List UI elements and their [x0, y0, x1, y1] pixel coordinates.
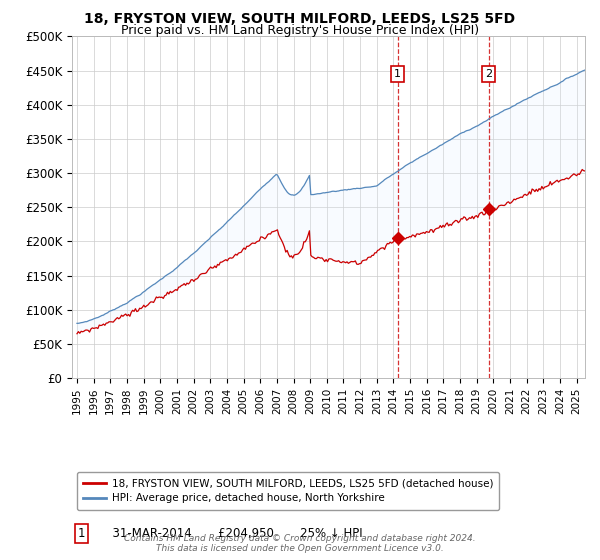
- Text: 31-MAR-2014       £204,950       25% ↓ HPI: 31-MAR-2014 £204,950 25% ↓ HPI: [106, 527, 363, 540]
- Text: 18, FRYSTON VIEW, SOUTH MILFORD, LEEDS, LS25 5FD: 18, FRYSTON VIEW, SOUTH MILFORD, LEEDS, …: [85, 12, 515, 26]
- Text: 1: 1: [77, 527, 85, 540]
- Text: 1: 1: [394, 69, 401, 79]
- Text: 2: 2: [485, 69, 492, 79]
- Text: Price paid vs. HM Land Registry's House Price Index (HPI): Price paid vs. HM Land Registry's House …: [121, 24, 479, 36]
- Legend: 18, FRYSTON VIEW, SOUTH MILFORD, LEEDS, LS25 5FD (detached house), HPI: Average : 18, FRYSTON VIEW, SOUTH MILFORD, LEEDS, …: [77, 472, 499, 510]
- Text: Contains HM Land Registry data © Crown copyright and database right 2024.
This d: Contains HM Land Registry data © Crown c…: [124, 534, 476, 553]
